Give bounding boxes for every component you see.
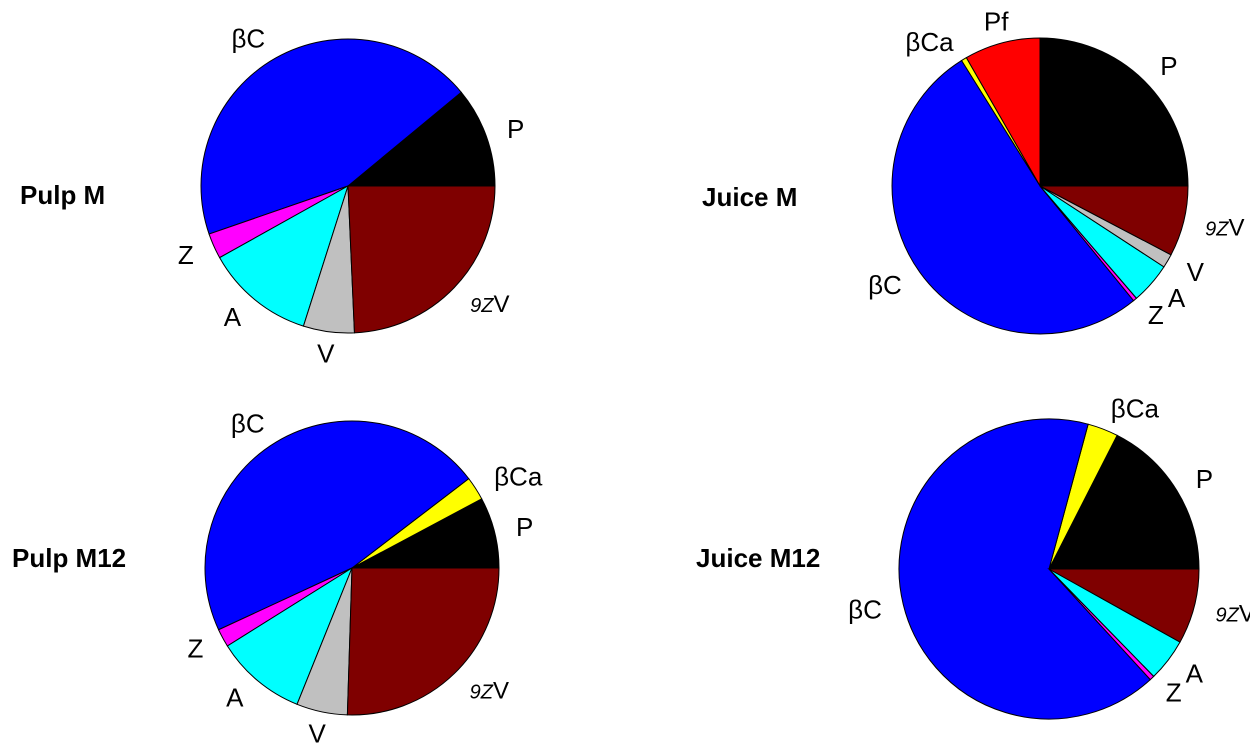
pie-title-juice-m: Juice M bbox=[702, 182, 798, 212]
slice-beta-c bbox=[200, 38, 462, 235]
slice-a bbox=[218, 184, 349, 327]
slice-label-z: Z bbox=[1166, 678, 1182, 708]
slice-label-9zv: 9ZV bbox=[1216, 600, 1250, 627]
pie-pulp-m: PβC Z A V 9ZV bbox=[178, 24, 524, 369]
slice-label-beta-c: βC bbox=[231, 24, 265, 54]
slice-label-a: A bbox=[226, 683, 244, 713]
slice-label-v: V bbox=[1187, 257, 1205, 287]
slice-p bbox=[1039, 37, 1189, 187]
slice-label-beta-c: βC bbox=[868, 270, 902, 300]
slice-label-a: A bbox=[224, 302, 242, 332]
slice-label-beta-c: βC bbox=[848, 595, 882, 625]
slice-label-z: Z bbox=[1148, 300, 1164, 330]
slice-beta-c bbox=[204, 420, 470, 631]
slice-label-9zv: 9ZV bbox=[1205, 215, 1244, 242]
slice-label-p: P bbox=[516, 512, 533, 542]
slice-9zv bbox=[1047, 568, 1200, 643]
slice-beta-c bbox=[891, 59, 1135, 335]
slice-label-beta-ca: βCa bbox=[905, 27, 954, 57]
slice-label-beta-c: βC bbox=[231, 408, 265, 438]
slice-label-v: V bbox=[309, 718, 327, 745]
slice-a bbox=[226, 566, 354, 705]
slice-9zv bbox=[346, 567, 500, 716]
pie-title-pulp-m12: Pulp M12 bbox=[12, 543, 127, 573]
slice-label-p: P bbox=[1196, 464, 1213, 494]
slice-label-beta-ca: βCa bbox=[1111, 394, 1160, 424]
slice-label-a: A bbox=[1186, 659, 1204, 689]
slice-9zv bbox=[1039, 185, 1189, 256]
slice-label-v: V bbox=[317, 339, 335, 369]
slice-label-z: Z bbox=[178, 240, 194, 270]
slice-label-p: P bbox=[507, 114, 524, 144]
slice-p bbox=[1048, 434, 1200, 570]
slice-9zv bbox=[347, 185, 496, 334]
slice-beta-c bbox=[898, 418, 1152, 720]
slice-p bbox=[346, 91, 496, 187]
pie-title-pulp-m: Pulp M bbox=[20, 180, 106, 210]
pie-title-juice-m12: Juice M12 bbox=[696, 543, 821, 573]
slice-label-a: A bbox=[1168, 283, 1186, 313]
slice-label-beta-ca: βCa bbox=[494, 462, 543, 492]
slice-label-9zv: 9ZV bbox=[470, 291, 509, 318]
slice-label-z: Z bbox=[188, 634, 204, 664]
slice-label-9zv: 9ZV bbox=[470, 677, 509, 704]
slice-label-pf: Pf bbox=[984, 7, 1009, 37]
slice-label-p: P bbox=[1160, 51, 1177, 81]
